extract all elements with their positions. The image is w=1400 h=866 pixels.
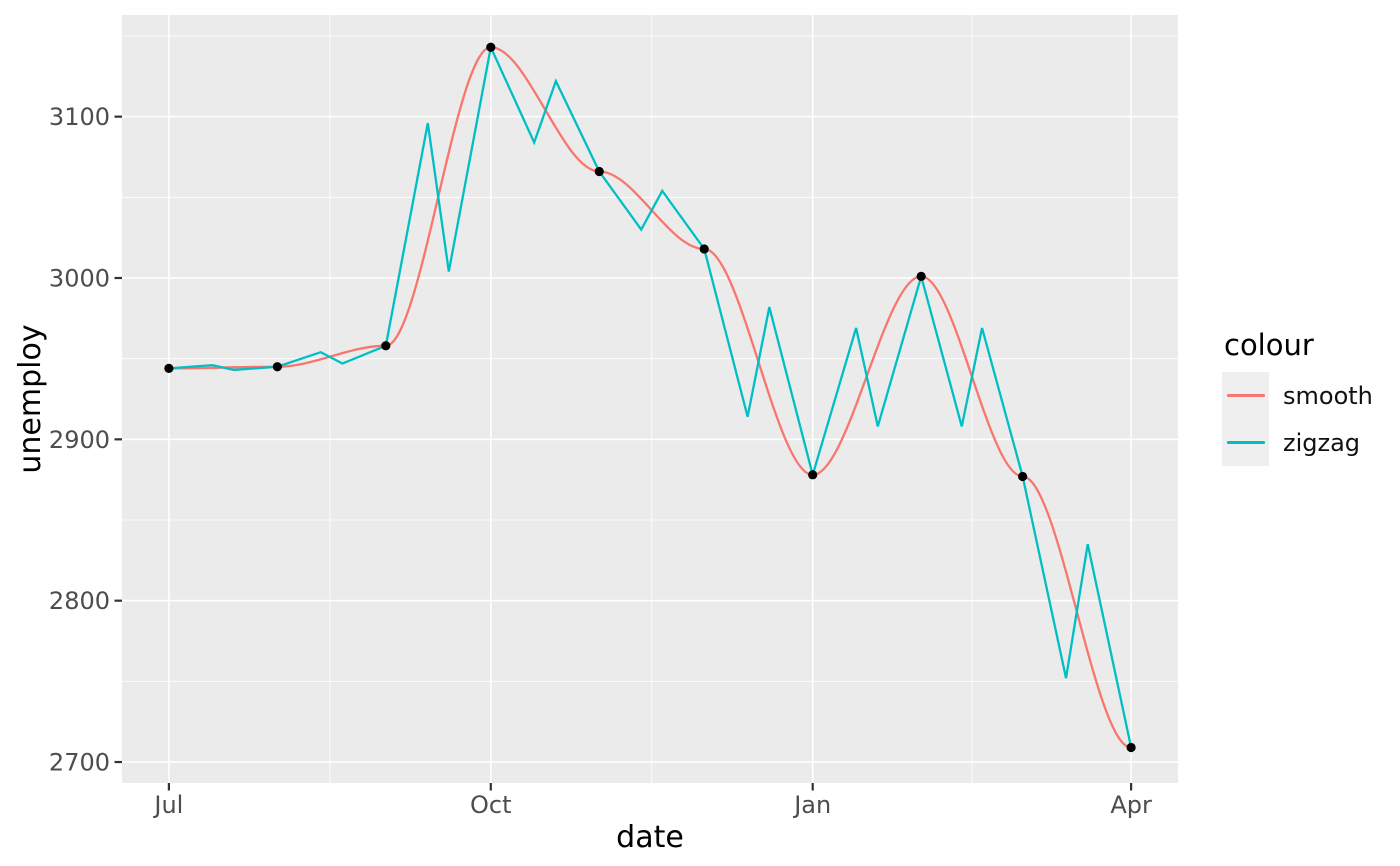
y-axis-title: unemploy [13,324,48,474]
legend-label-zigzag: zigzag [1283,428,1361,457]
zigzag-line-swatch [1226,441,1265,444]
x-tick-label: Jan [792,791,831,819]
x-tick-label: Oct [470,791,512,819]
x-tick-label: Jul [152,791,183,819]
x-tick-label: Apr [1110,791,1152,819]
data-point [699,244,709,254]
x-axis-title: date [616,820,684,855]
legend: colour smooth zigzag [1222,328,1392,466]
data-point [916,271,926,281]
legend-item-smooth: smooth [1222,372,1392,419]
zigzag-line [168,43,1133,748]
y-tick-label: 2800 [49,587,110,615]
data-point [486,42,496,52]
legend-title: colour [1224,328,1314,362]
legend-label-smooth: smooth [1283,381,1373,410]
data-point [594,166,604,177]
data-point [272,362,282,372]
panel-background [122,15,1178,783]
data-point [1126,742,1136,753]
legend-key-smooth [1222,372,1269,419]
legend-item-zigzag: zigzag [1222,419,1392,466]
y-tick-label: 3000 [49,264,110,292]
y-tick-label: 2900 [49,426,110,454]
data-point [1018,471,1028,482]
data-point [164,363,174,373]
smooth-line-swatch [1226,394,1265,397]
data-point [381,341,391,351]
y-tick-label: 2700 [49,749,110,777]
data-point [808,470,818,480]
y-tick-label: 3100 [49,103,110,131]
legend-key-zigzag [1222,419,1269,466]
